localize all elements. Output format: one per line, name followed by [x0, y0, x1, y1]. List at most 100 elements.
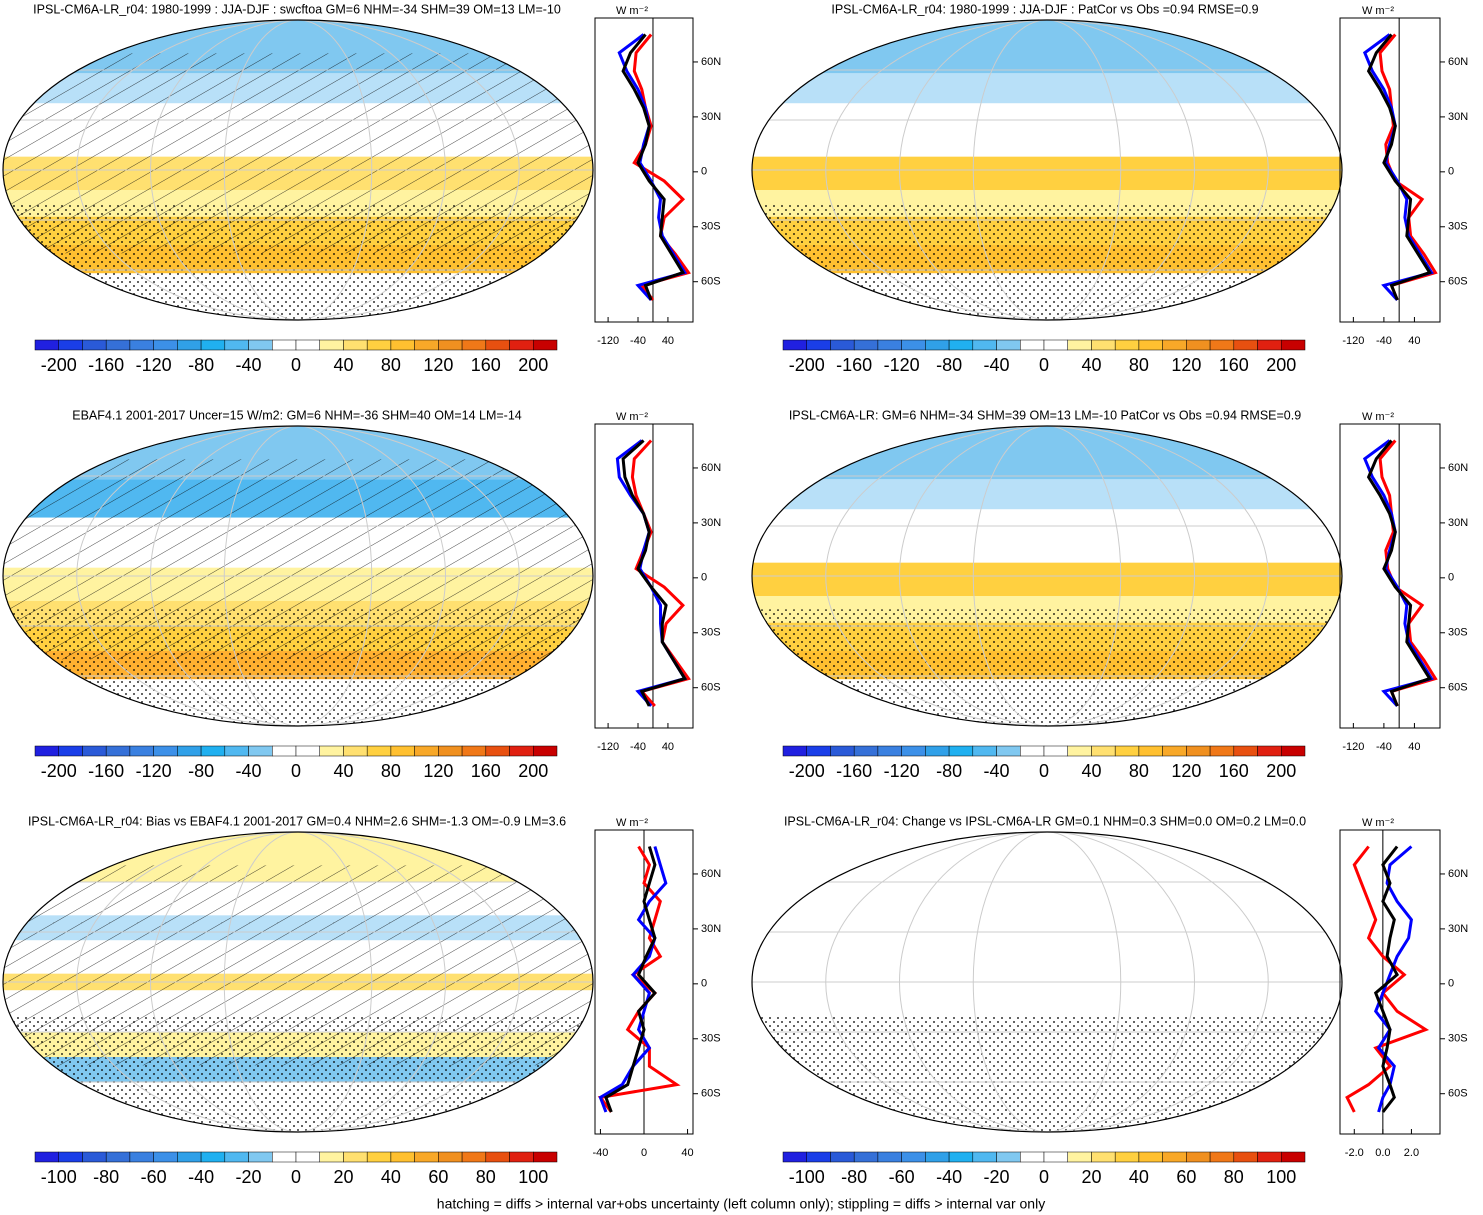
colorbar-box: [1067, 339, 1092, 351]
stippling: [752, 1015, 1342, 1132]
colorbar-label: -80: [188, 355, 214, 375]
y-tick-label: 30S: [701, 627, 721, 639]
x-tick-label: 40: [1408, 335, 1420, 347]
field-band: [752, 73, 1342, 104]
colorbar-box: [509, 745, 534, 757]
map-field: [3, 20, 593, 320]
colorbar-box: [414, 339, 439, 351]
colorbar-box: [295, 745, 320, 757]
y-tick-label: 30S: [1448, 627, 1468, 639]
y-tick-label: 30S: [701, 221, 721, 233]
colorbar-box: [295, 339, 320, 351]
colorbar-box: [129, 339, 154, 351]
colorbar-box: [105, 339, 131, 351]
colorbar-box: [1162, 339, 1187, 351]
colorbar-box: [34, 339, 59, 351]
colorbar-label: -20: [236, 1167, 262, 1187]
y-tick-label: 30N: [1448, 517, 1468, 529]
colorbar-box: [461, 1151, 487, 1163]
colorbar-box: [105, 1151, 131, 1163]
field-band: [752, 426, 1342, 480]
profile-units: W m⁻²: [616, 817, 648, 829]
field-band: [752, 562, 1342, 596]
x-tick-label: 40: [662, 335, 674, 347]
colorbar-box: [461, 339, 487, 351]
colorbar-box: [1067, 745, 1092, 757]
profile-units: W m⁻²: [616, 5, 648, 17]
map-border: [2, 19, 594, 321]
colorbar-box: [343, 1151, 368, 1163]
colorbar-box: [1281, 745, 1306, 757]
colorbar-label: 200: [518, 355, 548, 375]
x-tick-label: 40: [1408, 741, 1420, 753]
x-tick-label: -40: [1376, 741, 1392, 753]
profile-line: [597, 845, 681, 1113]
profile-frame: [594, 17, 694, 323]
colorbar-label: -100: [41, 1167, 77, 1187]
x-tick-label: 40: [662, 741, 674, 753]
colorbar-box: [1043, 745, 1068, 757]
colorbar-box: [901, 339, 926, 351]
colorbar-box: [972, 745, 997, 757]
colorbar-label: 40: [381, 1167, 401, 1187]
field-band: [752, 20, 1342, 74]
colorbar-box: [224, 1151, 249, 1163]
colorbar-label: -40: [936, 1167, 962, 1187]
colorbar-box: [58, 1151, 83, 1163]
colorbar-box: [996, 1151, 1021, 1163]
colorbar-box: [366, 339, 392, 351]
colorbar-box: [877, 745, 902, 757]
x-tick-label: 0: [641, 1147, 647, 1159]
panel-title: IPSL-CM6A-LR_r04: Change vs IPSL-CM6A-LR…: [784, 814, 1306, 828]
colorbar-label: -20: [984, 1167, 1010, 1187]
colorbar-box: [1209, 339, 1235, 351]
colorbar-box: [806, 745, 831, 757]
colorbar-label: -80: [188, 761, 214, 781]
colorbar-box: [830, 1151, 855, 1163]
colorbar-box: [1043, 339, 1068, 351]
colorbar-box: [782, 339, 807, 351]
colorbar-label: -80: [841, 1167, 867, 1187]
colorbar-box: [34, 1151, 59, 1163]
y-tick-label: 60N: [701, 56, 721, 68]
colorbar-box: [877, 339, 902, 351]
panel: IPSL-CM6A-LR_r04: Bias vs EBAF4.1 2001-2…: [2, 814, 721, 1187]
profile-frame: [1339, 423, 1441, 729]
colorbar-label: 60: [1176, 1167, 1196, 1187]
colorbar-label: 40: [333, 761, 353, 781]
profile-line: [1362, 439, 1434, 708]
y-tick-label: 30N: [1448, 111, 1468, 123]
colorbar-label: 100: [518, 1167, 548, 1187]
profile-units: W m⁻²: [1362, 411, 1394, 423]
map-border: [751, 19, 1343, 321]
graticule: [899, 20, 1195, 320]
y-tick-label: 60S: [701, 276, 721, 288]
colorbar-label: 80: [476, 1167, 496, 1187]
profile-line: [1373, 845, 1399, 1113]
y-tick-label: 60S: [1448, 1088, 1468, 1100]
colorbar-box: [1114, 339, 1140, 351]
profile-line: [630, 439, 691, 707]
map-field: [752, 426, 1342, 726]
colorbar-label: -40: [984, 761, 1010, 781]
x-tick-label: -120: [597, 335, 619, 347]
colorbar-label: 160: [1219, 761, 1249, 781]
colorbar-box: [877, 1151, 902, 1163]
colorbar-box: [485, 1151, 510, 1163]
colorbar-box: [485, 745, 510, 757]
colorbar-box: [1233, 745, 1258, 757]
colorbar-label: -200: [41, 761, 77, 781]
colorbar-box: [200, 1151, 226, 1163]
colorbar-box: [82, 339, 107, 351]
colorbar-box: [1138, 745, 1163, 757]
x-tick-label: -40: [630, 741, 646, 753]
colorbar-label: 160: [471, 355, 501, 375]
y-tick-label: 30N: [701, 111, 721, 123]
y-tick-label: 60N: [1448, 868, 1468, 880]
colorbar-label: 200: [1266, 761, 1296, 781]
colorbar-box: [438, 745, 463, 757]
colorbar-label: 20: [333, 1167, 353, 1187]
colorbar-box: [129, 745, 154, 757]
colorbar-label: -80: [936, 761, 962, 781]
colorbar-box: [319, 745, 344, 757]
